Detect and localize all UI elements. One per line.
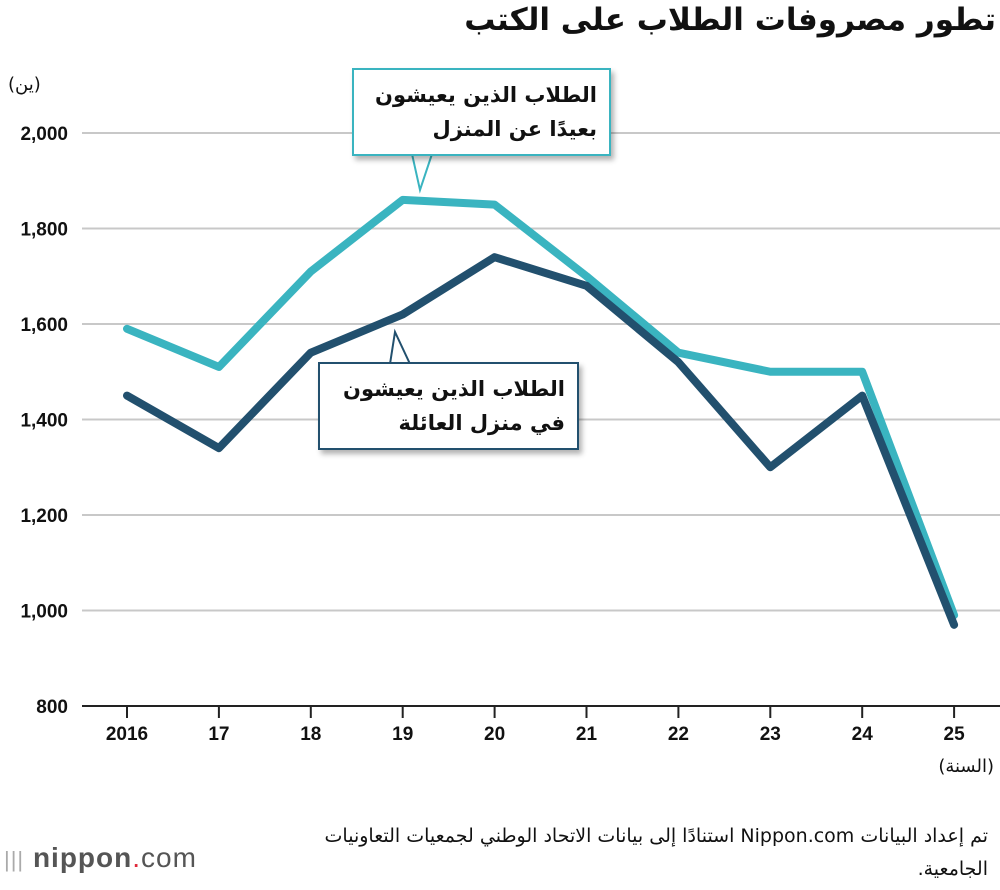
- callout-pointer: [388, 328, 412, 365]
- callout-line: الطلاب الذين يعيشون: [343, 377, 565, 401]
- callout-away-from-home: الطلاب الذين يعيشون بعيدًا عن المنزل: [352, 68, 611, 156]
- nippon-logo: ||| nippon.com: [4, 842, 197, 874]
- y-tick-label: 1,200: [20, 506, 68, 527]
- callout-line: في منزل العائلة: [398, 411, 566, 435]
- x-tick-label: 17: [208, 724, 229, 745]
- x-tick-label: 21: [576, 724, 598, 745]
- x-tick-label: 18: [300, 724, 321, 745]
- y-tick-label: 800: [36, 697, 68, 718]
- source-note: تم إعداد البيانات Nippon.com استنادًا إل…: [324, 825, 988, 880]
- callout-family-home: الطلاب الذين يعيشون في منزل العائلة: [318, 362, 579, 450]
- y-axis-unit: (ين): [8, 74, 41, 95]
- y-tick-label: 1,600: [20, 315, 68, 336]
- chart-title: تطور مصروفات الطلاب على الكتب: [464, 2, 996, 38]
- callout-line: الطلاب الذين يعيشون: [375, 83, 597, 107]
- x-tick-label: 24: [852, 724, 874, 745]
- logo-bars-icon: |||: [4, 847, 25, 872]
- y-tick-label: 1,000: [20, 602, 68, 623]
- logo-name: nippon: [32, 842, 133, 873]
- y-tick-label: 1,800: [20, 220, 68, 241]
- y-tick-label: 2,000: [20, 124, 68, 145]
- x-tick-label: 20: [484, 724, 505, 745]
- x-tick-label: 23: [760, 724, 781, 745]
- x-axis-unit: (السنة): [938, 756, 994, 777]
- x-tick-label: 19: [392, 724, 413, 745]
- x-tick-label: 22: [668, 724, 689, 745]
- x-tick-label: 2016: [106, 724, 148, 745]
- y-tick-label: 1,400: [20, 411, 68, 432]
- logo-suffix: com: [141, 842, 197, 873]
- callout-pointer: [410, 153, 434, 194]
- callout-line: بعيدًا عن المنزل: [432, 117, 597, 141]
- series-line-0: [123, 195, 959, 620]
- series-line-1: [123, 253, 959, 629]
- logo-dot: .: [132, 842, 142, 873]
- x-tick-label: 25: [944, 724, 966, 745]
